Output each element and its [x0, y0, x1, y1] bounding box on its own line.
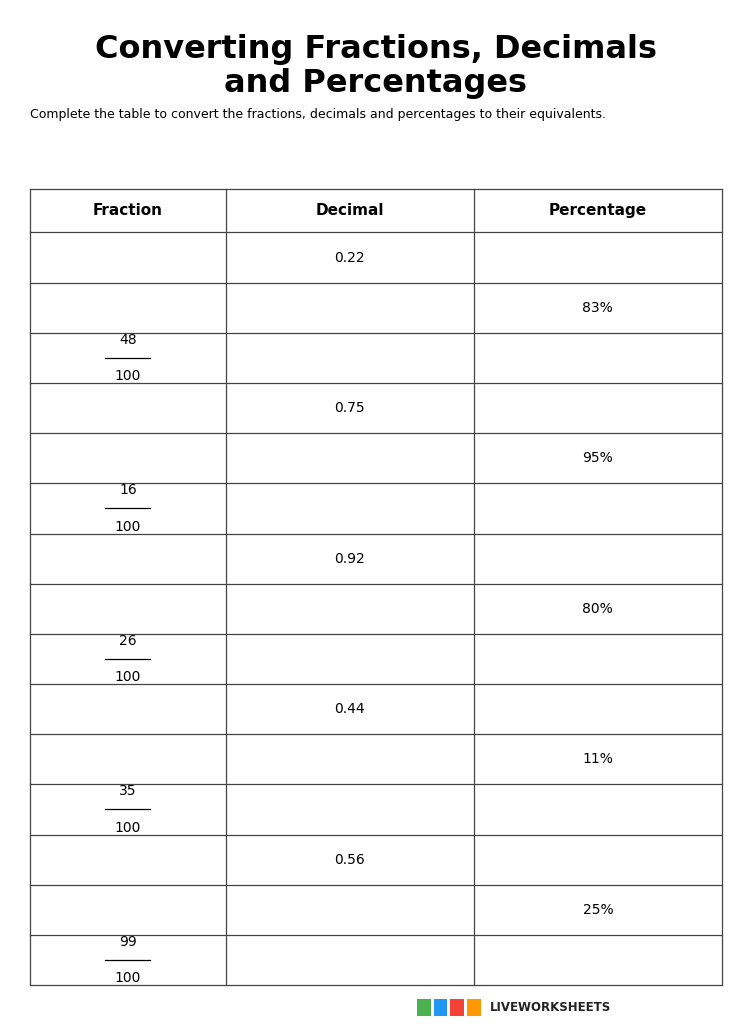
Text: 99: 99 [119, 935, 137, 949]
Text: 100: 100 [114, 520, 141, 534]
Text: 0.92: 0.92 [335, 552, 365, 565]
Text: 100: 100 [114, 972, 141, 985]
Text: Fraction: Fraction [92, 204, 163, 218]
Text: 0.56: 0.56 [335, 853, 365, 866]
Text: LIVEWORKSHEETS: LIVEWORKSHEETS [490, 1001, 611, 1014]
Text: 11%: 11% [582, 753, 614, 766]
Text: 0.22: 0.22 [335, 251, 365, 264]
Text: 35: 35 [119, 784, 137, 799]
Bar [434, 999, 447, 1016]
Text: 48: 48 [119, 333, 137, 347]
Text: 80%: 80% [583, 602, 613, 615]
Bar [467, 999, 481, 1016]
Text: Converting Fractions, Decimals: Converting Fractions, Decimals [95, 34, 657, 65]
Text: 0.44: 0.44 [335, 702, 365, 716]
Text: Complete the table to convert the fractions, decimals and percentages to their e: Complete the table to convert the fracti… [30, 109, 606, 121]
Text: 16: 16 [119, 483, 137, 498]
Text: 95%: 95% [583, 452, 613, 465]
Text: 25%: 25% [583, 903, 613, 916]
Bar [417, 999, 431, 1016]
Text: 100: 100 [114, 821, 141, 835]
Text: 83%: 83% [583, 301, 613, 314]
Text: Percentage: Percentage [549, 204, 647, 218]
Text: Decimal: Decimal [315, 204, 384, 218]
Text: 0.75: 0.75 [335, 401, 365, 415]
Text: 100: 100 [114, 370, 141, 383]
Text: 26: 26 [119, 634, 137, 648]
Text: 100: 100 [114, 671, 141, 684]
Bar [450, 999, 464, 1016]
Text: and Percentages: and Percentages [225, 69, 527, 99]
